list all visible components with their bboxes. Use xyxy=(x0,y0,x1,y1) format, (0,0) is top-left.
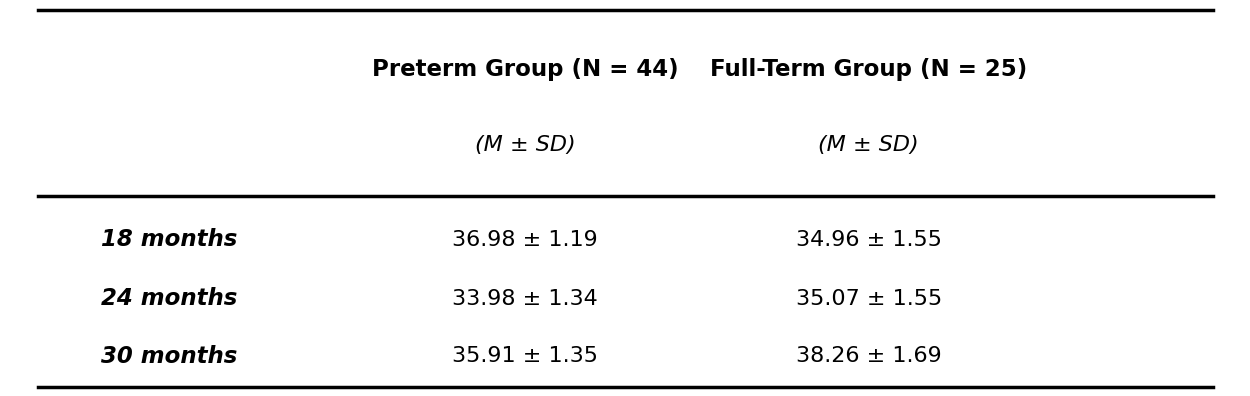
Text: 33.98 ± 1.34: 33.98 ± 1.34 xyxy=(452,289,598,309)
Text: 18 months: 18 months xyxy=(100,228,238,251)
Text: Preterm Group (N = 44): Preterm Group (N = 44) xyxy=(371,58,679,81)
Text: 35.91 ± 1.35: 35.91 ± 1.35 xyxy=(452,346,598,366)
Text: 24 months: 24 months xyxy=(100,287,238,310)
Text: 34.96 ± 1.55: 34.96 ± 1.55 xyxy=(796,230,941,249)
Text: 30 months: 30 months xyxy=(100,345,238,368)
Text: Full-Term Group (N = 25): Full-Term Group (N = 25) xyxy=(710,58,1028,81)
Text: 35.07 ± 1.55: 35.07 ± 1.55 xyxy=(795,289,942,309)
Text: 36.98 ± 1.19: 36.98 ± 1.19 xyxy=(452,230,598,249)
Text: (M ± SD): (M ± SD) xyxy=(475,135,575,154)
Text: (M ± SD): (M ± SD) xyxy=(819,135,919,154)
Text: 38.26 ± 1.69: 38.26 ± 1.69 xyxy=(796,346,941,366)
